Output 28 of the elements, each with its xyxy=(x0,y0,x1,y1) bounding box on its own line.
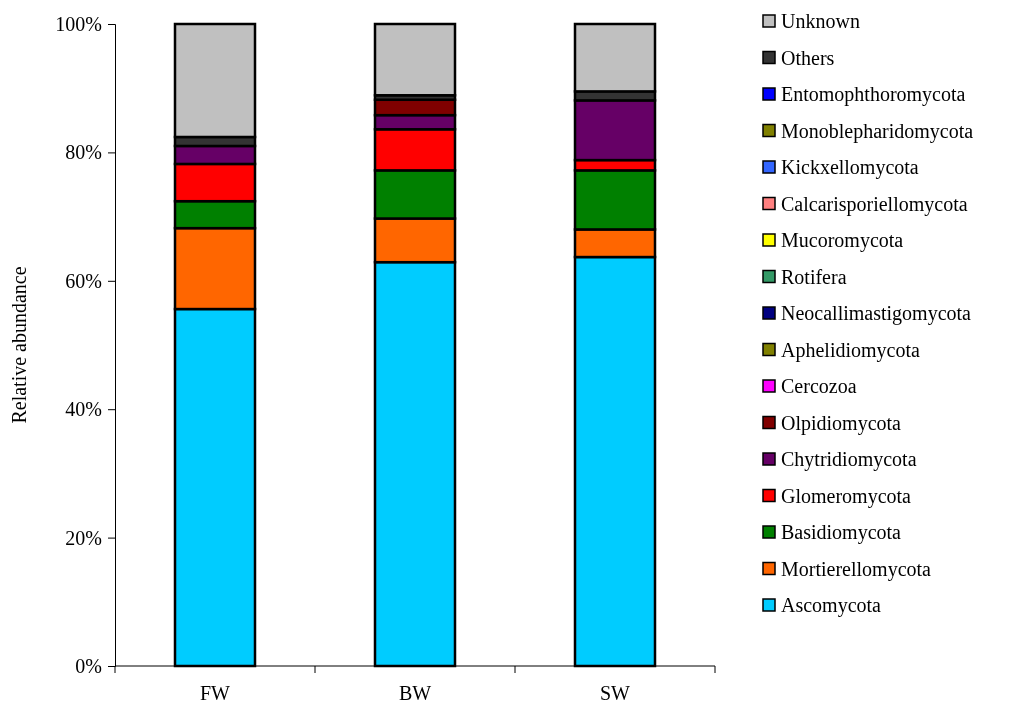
x-tick-label: BW xyxy=(398,682,432,704)
y-tick-label: 20% xyxy=(65,526,102,549)
legend-label: Ascomycota xyxy=(781,594,882,617)
legend-label: Mucoromycota xyxy=(781,229,904,252)
y-tick-label: 80% xyxy=(65,141,102,164)
y-tick-label: 40% xyxy=(65,398,102,421)
legend-label: Neocallimastigomycota xyxy=(781,302,972,325)
legend-label: Kickxellomycota xyxy=(781,156,919,179)
legend-label: Chytridiomycota xyxy=(781,448,917,471)
y-tick-label: 0% xyxy=(75,654,102,677)
legend-label: Mortierellomycota xyxy=(781,557,932,581)
y-tick-label: 100% xyxy=(55,12,102,35)
legend-label: Aphelidiomycota xyxy=(781,338,920,362)
y-axis-title: Relative abundance xyxy=(8,266,30,424)
legend-label: Unknown xyxy=(781,10,860,32)
legend-label: Cercozoa xyxy=(781,375,857,397)
x-tick-label: FW xyxy=(200,682,231,704)
legend-label: Rotifera xyxy=(781,265,847,288)
bar xyxy=(373,22,457,97)
x-tick-label: SW xyxy=(600,682,631,704)
legend-label: Basidiomycota xyxy=(781,521,902,544)
legend-label: Others xyxy=(781,46,835,69)
y-tick-label: 60% xyxy=(65,269,102,292)
legend-label: Olpidiomycota xyxy=(781,411,902,435)
legend-label: Calcarisporiellomycota xyxy=(781,192,968,216)
legend-label: Entomophthoromycota xyxy=(781,83,966,106)
legend-label: Glomeromycota xyxy=(781,484,912,508)
legend-label: Monoblepharidomycota xyxy=(781,119,974,143)
